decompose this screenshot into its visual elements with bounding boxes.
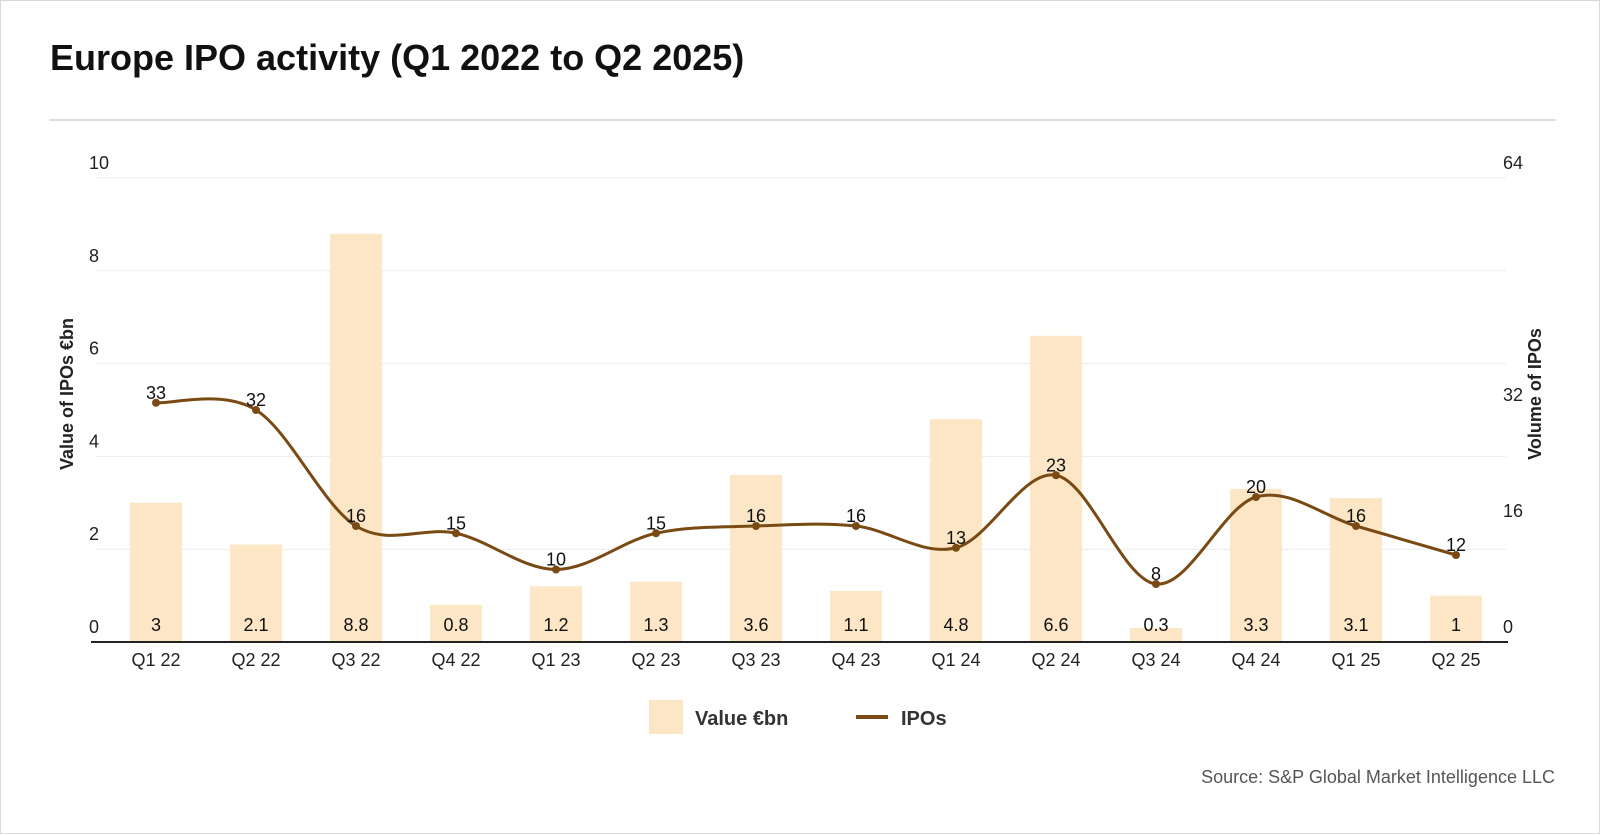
left-tick-label: 6 bbox=[89, 339, 99, 359]
ipos-data-label: 15 bbox=[646, 513, 666, 533]
legend-swatch-value bbox=[649, 700, 683, 734]
left-tick-label: 4 bbox=[89, 431, 99, 451]
ipos-point bbox=[1152, 580, 1160, 588]
x-tick-label: Q4 23 bbox=[831, 650, 880, 670]
right-tick-label: 64 bbox=[1503, 153, 1523, 173]
ipos-point bbox=[852, 522, 860, 530]
legend: Value €bn IPOs bbox=[649, 700, 947, 734]
bar-data-label: 1 bbox=[1451, 615, 1461, 635]
ipos-data-label: 20 bbox=[1246, 477, 1266, 497]
x-tick-label: Q1 24 bbox=[931, 650, 980, 670]
bar-data-label: 3.1 bbox=[1343, 615, 1368, 635]
bar bbox=[1230, 488, 1282, 642]
bar-data-label: 6.6 bbox=[1043, 615, 1068, 635]
x-tick-label: Q2 25 bbox=[1431, 650, 1480, 670]
bar-data-label: 1.3 bbox=[643, 615, 668, 635]
line-series: 33 32 16 15 10 15 16 16 13 23 8 20 16 12 bbox=[146, 383, 1466, 588]
ipos-data-label: 13 bbox=[946, 528, 966, 548]
bar-data-labels: 3 2.1 8.8 0.8 1.2 1.3 3.6 1.1 4.8 6.6 0.3 3.3 3.1 1 bbox=[151, 615, 1461, 635]
source-note: Source: S&P Global Market Intelligence L… bbox=[1201, 767, 1555, 787]
right-tick-label: 0 bbox=[1503, 617, 1513, 637]
bar bbox=[930, 419, 982, 642]
x-tick-label: Q2 24 bbox=[1031, 650, 1080, 670]
bar bbox=[530, 586, 582, 642]
bar-data-label: 2.1 bbox=[243, 615, 268, 635]
ipos-line bbox=[155, 397, 1457, 586]
ipos-point bbox=[1352, 522, 1360, 530]
ipos-point bbox=[1052, 471, 1060, 480]
x-tick-label: Q1 25 bbox=[1331, 650, 1380, 670]
bar-data-label: 1.1 bbox=[843, 615, 868, 635]
ipos-point bbox=[552, 565, 560, 574]
bar bbox=[830, 590, 882, 642]
bar-data-label: 0.3 bbox=[1143, 615, 1168, 635]
bar-data-label: 4.8 bbox=[943, 615, 968, 635]
bar bbox=[430, 604, 482, 642]
ipos-point bbox=[752, 522, 760, 530]
left-tick-label: 8 bbox=[89, 246, 99, 266]
ipos-point bbox=[352, 522, 360, 530]
gridlines bbox=[96, 177, 1506, 550]
bar bbox=[1130, 628, 1182, 642]
ipos-point bbox=[252, 406, 260, 414]
ipos-point bbox=[1252, 493, 1260, 501]
x-tick-label: Q3 22 bbox=[331, 650, 380, 670]
title-divider bbox=[49, 119, 1556, 121]
x-tick-label: Q1 22 bbox=[131, 650, 180, 670]
bar-data-label: 3.6 bbox=[743, 615, 768, 635]
ipos-point bbox=[152, 398, 160, 407]
right-axis-ticks: 0 16 32 64 bbox=[1503, 153, 1523, 637]
left-tick-label: 2 bbox=[89, 524, 99, 544]
bar-data-label: 0.8 bbox=[443, 615, 468, 635]
x-axis-ticks: Q1 22 Q2 22 Q3 22 Q4 22 Q1 23 Q2 23 Q3 23 Q4 23… bbox=[131, 650, 1480, 670]
bar bbox=[630, 581, 682, 642]
ipos-point bbox=[952, 543, 960, 552]
ipos-data-label: 12 bbox=[1446, 535, 1466, 555]
y-axis-label-left: Value of IPOs €bn bbox=[57, 318, 77, 470]
legend-label-ipos: IPOs bbox=[901, 708, 947, 730]
ipos-data-label: 16 bbox=[346, 506, 366, 526]
bar bbox=[1030, 335, 1082, 642]
left-tick-label: 0 bbox=[89, 617, 99, 637]
bar-data-label: 1.2 bbox=[543, 615, 568, 635]
left-tick-label: 10 bbox=[89, 153, 109, 173]
ipos-point bbox=[652, 529, 660, 538]
legend-label-value: Value €bn bbox=[695, 708, 788, 730]
x-tick-label: Q4 24 bbox=[1231, 650, 1280, 670]
ipos-data-label: 8 bbox=[1151, 564, 1161, 584]
bar bbox=[130, 502, 182, 642]
ipos-data-label: 16 bbox=[1346, 506, 1366, 526]
bar-data-label: 8.8 bbox=[343, 615, 368, 635]
bar bbox=[330, 233, 382, 642]
ipos-data-label: 16 bbox=[746, 506, 766, 526]
x-tick-label: Q2 23 bbox=[631, 650, 680, 670]
y-axis-label-right: Volume of IPOs bbox=[1525, 328, 1545, 460]
bar bbox=[230, 544, 282, 642]
chart-title: Europe IPO activity (Q1 2022 to Q2 2025) bbox=[50, 37, 745, 78]
bar-data-label: 3 bbox=[151, 615, 161, 635]
x-tick-label: Q2 22 bbox=[231, 650, 280, 670]
bar-data-label: 3.3 bbox=[1243, 615, 1268, 635]
ipos-data-label: 23 bbox=[1046, 455, 1066, 475]
bar-series bbox=[130, 233, 1482, 642]
ipos-point bbox=[1452, 551, 1460, 559]
ipos-data-label: 32 bbox=[246, 390, 266, 410]
bar bbox=[730, 474, 782, 642]
ipos-point bbox=[452, 529, 460, 538]
right-tick-label: 32 bbox=[1503, 385, 1523, 405]
x-tick-label: Q1 23 bbox=[531, 650, 580, 670]
right-tick-label: 16 bbox=[1503, 501, 1523, 521]
x-tick-label: Q4 22 bbox=[431, 650, 480, 670]
ipos-data-label: 15 bbox=[446, 513, 466, 533]
x-tick-label: Q3 23 bbox=[731, 650, 780, 670]
bar bbox=[1430, 595, 1482, 642]
ipos-data-label: 33 bbox=[146, 383, 166, 403]
ipos-data-label: 10 bbox=[546, 550, 566, 570]
ipos-data-label: 16 bbox=[846, 506, 866, 526]
x-tick-label: Q3 24 bbox=[1131, 650, 1180, 670]
left-axis-ticks: 0 2 4 6 8 10 bbox=[89, 153, 109, 637]
